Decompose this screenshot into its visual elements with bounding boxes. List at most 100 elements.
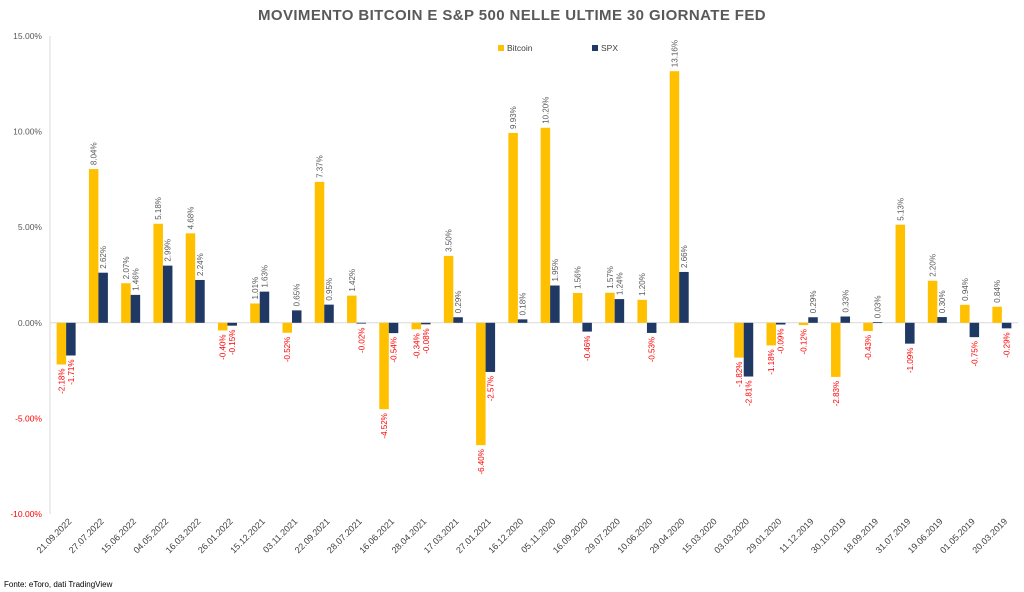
bitcoin-bar xyxy=(960,304,970,323)
bitcoin-data-label: 5.13% xyxy=(896,198,905,221)
bitcoin-data-label: 1.57% xyxy=(606,266,615,289)
spx-data-label: 2.66% xyxy=(680,245,689,268)
bitcoin-data-label: 10.20% xyxy=(541,97,550,124)
bitcoin-data-label: -4.52% xyxy=(380,413,389,438)
spx-data-label: -1.71% xyxy=(67,359,76,384)
spx-data-label: -2.57% xyxy=(486,376,495,401)
bitcoin-data-label: -2.83% xyxy=(832,381,841,406)
bitcoin-bar xyxy=(121,283,131,323)
spx-bar xyxy=(66,322,76,356)
bitcoin-bar xyxy=(992,306,1002,323)
spx-bar xyxy=(550,285,560,323)
y-tick-label: -10.00% xyxy=(10,509,42,519)
y-tick-label: 5.00% xyxy=(18,222,43,232)
bitcoin-bar xyxy=(56,322,67,365)
source-note: Fonte: eToro, dati TradingView xyxy=(4,580,113,589)
spx-bar xyxy=(259,291,270,323)
spx-bar xyxy=(646,322,657,333)
bitcoin-data-label: 1.56% xyxy=(574,266,583,289)
bitcoin-bar xyxy=(798,322,809,326)
bitcoin-bar xyxy=(831,322,841,377)
y-tick-label: 15.00% xyxy=(13,31,42,41)
spx-data-label: -0.08% xyxy=(422,328,431,353)
bitcoin-data-label: 0.84% xyxy=(993,280,1002,303)
spx-bar xyxy=(162,265,173,323)
bitcoin-data-label: 3.50% xyxy=(445,229,454,252)
bitcoin-data-label: 2.07% xyxy=(122,257,131,280)
spx-data-label: 1.95% xyxy=(551,259,560,282)
spx-data-label: 0.33% xyxy=(841,290,850,313)
spx-data-label: -0.75% xyxy=(970,341,979,366)
bitcoin-bar xyxy=(411,322,422,330)
bitcoin-data-label: 1.01% xyxy=(251,277,260,300)
spx-legend-swatch xyxy=(592,45,598,51)
bitcoin-data-label: 8.04% xyxy=(90,142,99,165)
spx-bar xyxy=(872,322,883,324)
data-labels: -2.18% 8.04% 2.07% 5.18% 4.68% -0.40% 1.01% -0.… xyxy=(57,40,1011,474)
spx-data-label: 2.62% xyxy=(99,246,108,269)
spx-data-label: -1.09% xyxy=(906,348,915,373)
spx-legend-label: SPX xyxy=(601,43,618,53)
bitcoin-bar xyxy=(637,299,647,323)
spx-data-label: 1.46% xyxy=(131,268,140,291)
spx-bar xyxy=(1001,322,1012,329)
bitcoin-bar xyxy=(734,322,744,358)
spx-data-label: 2.99% xyxy=(164,239,173,262)
bitcoin-data-label: 13.16% xyxy=(670,40,679,67)
bitcoin-data-label: -1.18% xyxy=(767,349,776,374)
bitcoin-data-label: -0.52% xyxy=(283,337,292,362)
spx-data-label: 2.24% xyxy=(196,253,205,276)
bitcoin-legend-label: Bitcoin xyxy=(507,43,533,53)
y-tick-label: 0.00% xyxy=(18,318,43,328)
spx-data-label: 0.29% xyxy=(809,291,818,314)
spx-bar xyxy=(227,322,237,326)
spx-bar xyxy=(292,310,302,323)
spx-data-label: 1.63% xyxy=(260,265,269,288)
x-tick-label: 20.03.2019 xyxy=(970,516,1009,555)
bitcoin-data-label: 5.18% xyxy=(154,197,163,220)
spx-data-label: 0.29% xyxy=(454,291,463,314)
bitcoin-data-label: -0.34% xyxy=(412,333,421,358)
spx-bar xyxy=(808,317,818,323)
spx-bar xyxy=(517,319,528,323)
bitcoin-bar xyxy=(863,322,873,332)
bitcoin-bar xyxy=(669,71,680,323)
spx-bar xyxy=(356,322,367,324)
bitcoin-data-label: -0.12% xyxy=(800,329,809,354)
spx-bar xyxy=(905,322,915,344)
spx-data-label: -0.15% xyxy=(228,330,237,355)
bitcoin-data-label: 4.68% xyxy=(186,207,195,230)
chart-legend: Bitcoin SPX xyxy=(498,43,618,53)
bitcoin-bar xyxy=(88,169,99,323)
bitcoin-bar xyxy=(250,303,260,323)
spx-bar xyxy=(130,294,141,323)
spx-bar xyxy=(840,316,851,323)
spx-bar xyxy=(969,322,980,338)
bitcoin-bar xyxy=(379,322,389,410)
spx-data-label: -0.46% xyxy=(583,336,592,361)
bitcoin-data-label: 1.42% xyxy=(348,269,357,292)
bitcoin-bar xyxy=(927,280,938,323)
bitcoin-bar xyxy=(185,233,196,323)
spx-data-label: 0.65% xyxy=(293,284,302,307)
bitcoin-bar xyxy=(314,181,325,323)
bitcoin-bar xyxy=(282,322,292,333)
spx-bar xyxy=(324,304,334,323)
bitcoin-bar xyxy=(443,255,454,323)
spx-bar xyxy=(743,322,754,377)
spx-bar xyxy=(679,271,689,323)
spx-bar xyxy=(98,272,108,323)
spx-data-label: -2.81% xyxy=(744,381,753,406)
spx-data-label: 0.03% xyxy=(874,296,883,319)
spx-data-label: 1.24% xyxy=(615,272,624,295)
bitcoin-bar xyxy=(153,223,163,323)
chart-bars xyxy=(56,71,1012,446)
spx-bar xyxy=(776,322,786,325)
spx-data-label: -0.09% xyxy=(777,329,786,354)
spx-bar xyxy=(614,299,625,323)
bitcoin-data-label: -6.40% xyxy=(477,449,486,474)
spx-bar xyxy=(485,322,496,372)
bitcoin-legend-swatch xyxy=(498,45,504,51)
spx-data-label: -0.29% xyxy=(1003,332,1012,357)
spx-data-label: 0.30% xyxy=(938,290,947,313)
